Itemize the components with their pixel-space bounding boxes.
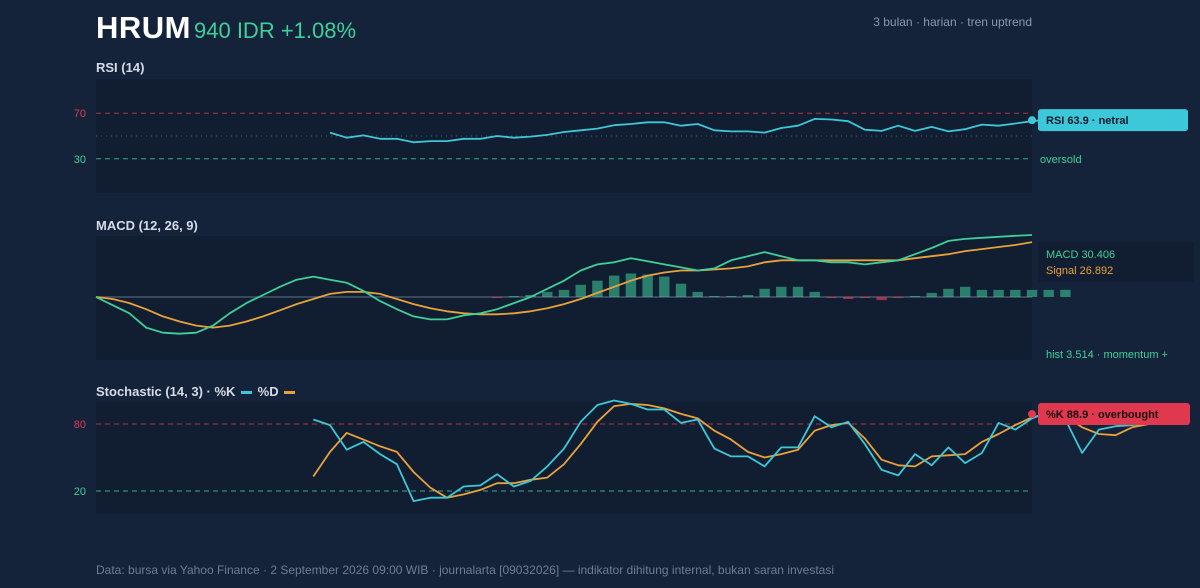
macd-hist-bar: [776, 286, 787, 297]
macd-hist-bar: [692, 291, 703, 297]
macd-hist-bar: [1010, 289, 1021, 297]
rsi-panel-title: RSI (14): [96, 60, 145, 75]
stoch-d-legend-label: %D: [254, 384, 279, 399]
macd-line: [95, 234, 1033, 335]
macd-hist-bar: [759, 288, 770, 297]
stoch-title-text: Stochastic (14, 3): [96, 384, 203, 399]
macd-hist-bar: [492, 297, 503, 298]
stoch-d-line: [312, 403, 1166, 499]
stoch-d-legend-swatch: [284, 391, 296, 395]
macd-panel-title: MACD (12, 26, 9): [96, 218, 198, 233]
macd-legend-macd: MACD 30.406: [1046, 249, 1115, 261]
macd-hist-bar: [592, 280, 603, 297]
stoch-panel-bg: [96, 402, 1032, 514]
rsi-tick-label: 30: [74, 154, 86, 166]
macd-hist-bar: [926, 292, 937, 297]
macd-hist-bar: [943, 288, 954, 297]
stoch-panel-title: Stochastic (14, 3) · %K %D: [96, 384, 296, 399]
macd-hist-bar: [1060, 289, 1071, 297]
macd-hist-bar: [960, 286, 971, 297]
stoch-end-label-bg: [1038, 403, 1190, 426]
macd-hist-bar: [659, 276, 670, 297]
footer-note: Data: bursa via Yahoo Finance · 2 Septem…: [96, 563, 834, 577]
ticker-symbol: HRUM: [96, 10, 191, 45]
signal-line: [95, 241, 1033, 329]
rsi-line: [329, 118, 1150, 144]
stoch-k-legend-label: · %K: [202, 384, 236, 399]
rsi-end-marker: [1028, 116, 1036, 125]
stoch-k-line: [313, 399, 1167, 502]
macd-hist-bar: [709, 296, 720, 297]
macd-hist-bar: [642, 274, 653, 297]
macd-legend-signal: Signal 26.892: [1046, 265, 1113, 277]
rsi-end-label-bg: [1038, 109, 1188, 132]
macd-hist-bar: [1043, 289, 1054, 297]
macd-hist-bar: [792, 286, 804, 297]
macd-hist-bar: [993, 289, 1004, 297]
macd-legend-box: [1038, 242, 1194, 282]
stoch-tick-label: 20: [74, 486, 86, 498]
macd-hist-bar: [625, 273, 637, 297]
macd-hist-bar: [542, 291, 553, 297]
macd-hist-bar: [675, 283, 687, 297]
macd-hist-bar: [893, 297, 904, 298]
stoch-end-label: %K 88.9 · overbought: [1046, 409, 1159, 421]
macd-hist-bar: [976, 289, 988, 297]
macd-hist-bar: [1026, 289, 1038, 297]
macd-hist-bar: [575, 284, 586, 297]
macd-hist-bar: [558, 289, 570, 297]
macd-hist-bar: [809, 291, 820, 297]
rsi-end-label: RSI 63.9 · netral: [1046, 115, 1129, 127]
rsi-tick-label: 70: [74, 108, 86, 120]
macd-hist-bar: [859, 297, 871, 298]
stoch-k-legend-swatch: [241, 391, 253, 395]
macd-hist-bar: [876, 297, 887, 301]
macd-hist-bar: [726, 296, 737, 297]
rsi-oversold-label: oversold: [1040, 154, 1082, 166]
macd-hist-bar: [909, 296, 921, 297]
macd-panel-bg: [96, 236, 1032, 360]
price-change: 940 IDR +1.08%: [194, 18, 357, 43]
macd-hist-bar: [826, 297, 837, 298]
macd-hist-bar: [843, 297, 854, 299]
macd-hist-bar: [508, 296, 520, 297]
macd-hist-bar: [742, 295, 754, 297]
stoch-tick-label: 80: [74, 419, 86, 431]
stoch-end-marker: [1028, 410, 1036, 419]
macd-hist-label: hist 3.514 · momentum +: [1046, 349, 1168, 361]
chart-subtitle: 3 bulan · harian · tren uptrend: [873, 15, 1032, 29]
